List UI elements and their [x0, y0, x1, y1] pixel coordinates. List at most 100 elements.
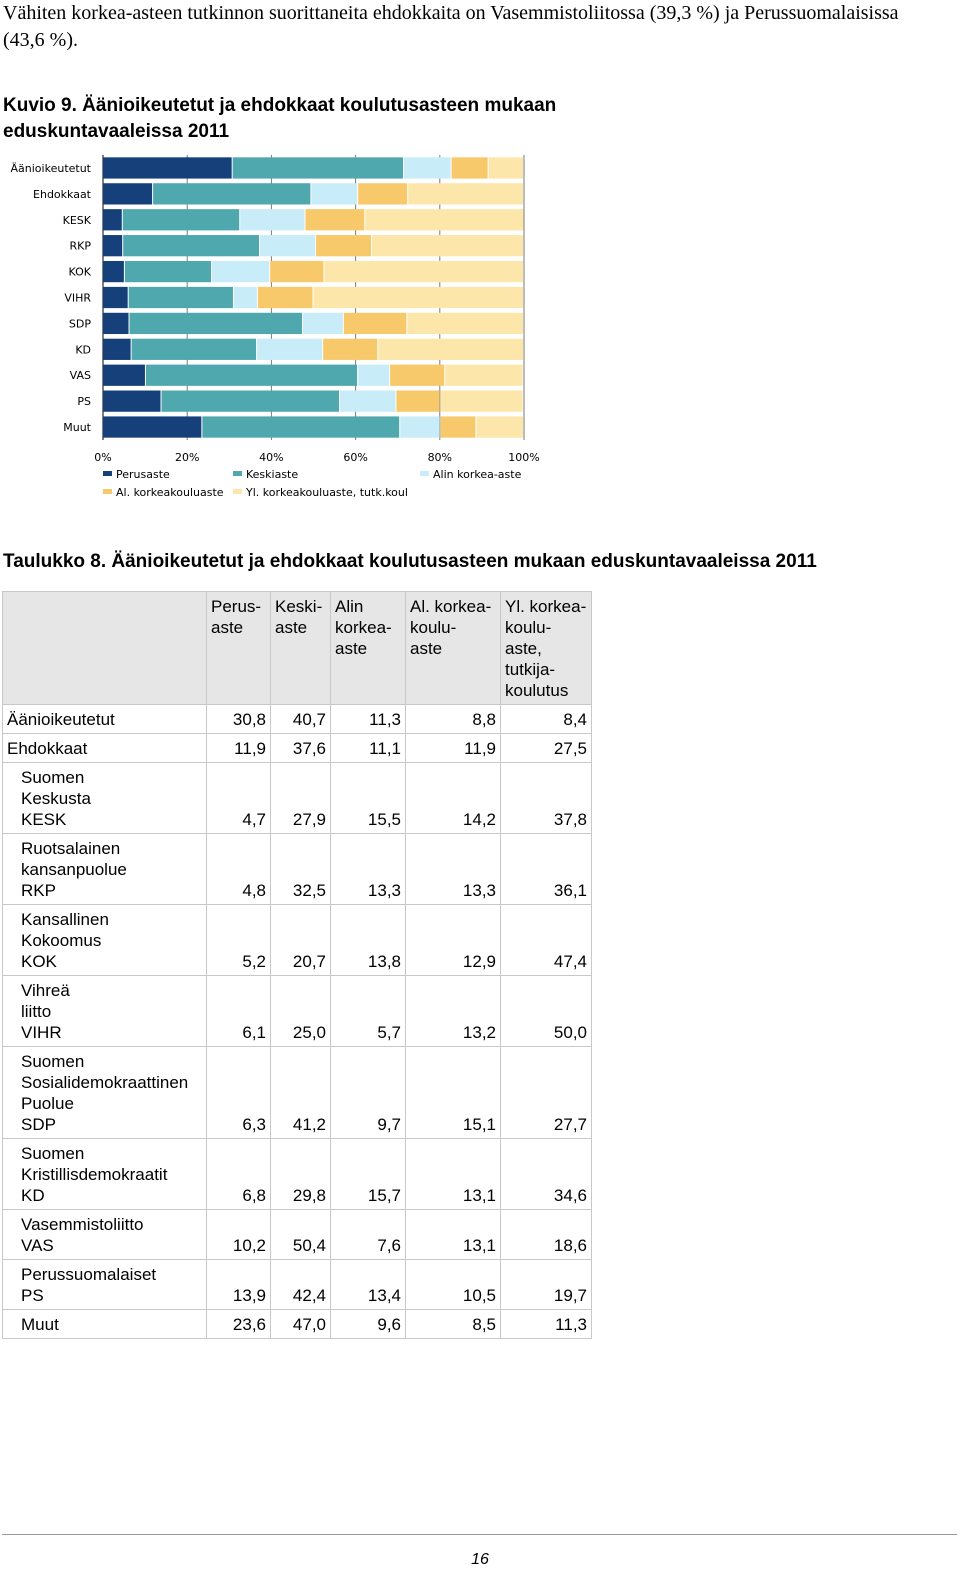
- table-cell: 25,0: [270, 975, 331, 1047]
- table-row: Vihreä liitto VIHR 6,1 25,0 5,7 13,2 50,0: [2, 975, 592, 1047]
- bar-segment: [404, 157, 451, 179]
- row-label-line: RKP: [21, 881, 56, 900]
- bar-segment: [123, 235, 260, 257]
- table-row: Ruotsalainen kansanpuolue RKP 4,8 32,5 13,3 13…: [2, 833, 592, 905]
- category-label: Äänioikeutetut: [11, 162, 92, 175]
- table-cell: 40,7: [270, 704, 331, 734]
- column-header-line: koulu-: [410, 618, 457, 637]
- bar-segment: [396, 390, 440, 412]
- table-title: Taulukko 8. Äänioikeutetut ja ehdokkaat …: [3, 551, 817, 572]
- row-label-line: Vihreä: [21, 981, 70, 1000]
- bar-segment: [103, 286, 128, 309]
- figure-title: Kuvio 9. Äänioikeutetut ja ehdokkaat kou…: [3, 95, 557, 142]
- table-cell: 36,1: [500, 833, 592, 905]
- row-label-line: Suomen: [21, 768, 85, 787]
- category-label: KOK: [69, 266, 92, 279]
- legend-label: Perusaste: [116, 468, 170, 481]
- table-cell: 8,5: [405, 1309, 501, 1339]
- table-cell: 50,4: [270, 1209, 331, 1260]
- bar-segment: [358, 183, 408, 205]
- row-label: Äänioikeutetut: [2, 704, 207, 734]
- table-body: Äänioikeutetut 30,8 40,7 11,3 8,8 8,4 Ehdokkaa…: [2, 704, 592, 1339]
- column-header-line: koulutus: [505, 681, 569, 700]
- table-cell: 8,8: [405, 704, 501, 734]
- row-label-line: KD: [21, 1186, 45, 1205]
- table-cell: 10,2: [206, 1209, 271, 1260]
- table-cell: 11,3: [330, 704, 406, 734]
- table-row: Perussuomalaiset PS 13,9 42,4 13,4 10,5 19,7: [2, 1259, 592, 1310]
- category-label: Muut: [63, 421, 91, 434]
- category-label: KESK: [63, 214, 92, 227]
- table-row: Muut 23,6 47,0 9,6 8,5 11,3: [2, 1309, 592, 1339]
- table-cell: 5,2: [206, 904, 271, 976]
- bar-segment: [305, 209, 365, 231]
- row-label: Suomen Keskusta KESK: [2, 762, 207, 834]
- table-cell: 6,8: [206, 1138, 271, 1210]
- category-label: SDP: [69, 317, 91, 330]
- bar-segment: [103, 338, 131, 360]
- page-number: 16: [471, 1551, 489, 1568]
- row-label: Suomen Kristillisdemokraatit KD: [2, 1138, 207, 1210]
- bar-segment: [358, 364, 390, 386]
- row-label: Perussuomalaiset PS: [2, 1259, 207, 1310]
- table-cell: 13,2: [405, 975, 501, 1047]
- table-cell: 4,8: [206, 833, 271, 905]
- column-header: Al. korkea-koulu-aste: [405, 591, 501, 705]
- table-row: Ehdokkaat 11,9 37,6 11,1 11,9 27,5: [2, 733, 592, 763]
- column-header-line: korkea-: [335, 618, 392, 637]
- table-cell: 37,6: [270, 733, 331, 763]
- column-header-line: koulu-: [505, 618, 552, 637]
- table-cell: 6,1: [206, 975, 271, 1047]
- column-header: Yl. korkea-koulu-aste, tutkija-koulutus: [500, 591, 592, 705]
- row-label-line: Ehdokkaat: [7, 739, 88, 758]
- bar-segment: [103, 390, 161, 412]
- table-cell: 23,6: [206, 1309, 271, 1339]
- intro-paragraph: Vähiten korkea-asteen tutkinnon suoritta…: [3, 2, 899, 51]
- table-cell: 13,3: [405, 833, 501, 905]
- bar-segment: [103, 260, 124, 283]
- table-cell: 20,7: [270, 904, 331, 976]
- table-cell: 7,6: [330, 1209, 406, 1260]
- row-label: Muut: [2, 1309, 207, 1339]
- table-header-row: Perus-aste Keski-aste Alin korkea-aste Al. k…: [2, 591, 592, 705]
- bar-segment: [323, 338, 378, 360]
- row-label-line: Kokoomus: [21, 931, 102, 950]
- category-label: PS: [77, 395, 91, 408]
- bar-segment: [365, 209, 524, 231]
- row-label: Vasemmistoliitto VAS: [2, 1209, 207, 1260]
- row-label-line: VAS: [21, 1236, 54, 1255]
- bar-segment: [260, 235, 316, 257]
- table-cell: 32,5: [270, 833, 331, 905]
- table-cell: 11,3: [500, 1309, 592, 1339]
- row-label-line: SDP: [21, 1115, 56, 1134]
- table-cell: 18,6: [500, 1209, 592, 1260]
- row-label: Ruotsalainen kansanpuolue RKP: [2, 833, 207, 905]
- x-tick-label: 80%: [428, 451, 452, 464]
- row-label-line: Keskusta: [21, 789, 91, 808]
- table-cell: 27,9: [270, 762, 331, 834]
- bar-segment: [103, 416, 202, 438]
- x-tick-label: 40%: [259, 451, 283, 464]
- x-tick-label: 100%: [508, 451, 539, 464]
- table-cell: 42,4: [270, 1259, 331, 1310]
- bar-segment: [408, 183, 523, 205]
- bar-segment: [103, 235, 123, 257]
- table-cell: 27,7: [500, 1046, 592, 1139]
- bar-segment: [440, 416, 476, 438]
- bar-segment: [128, 286, 233, 309]
- row-label-line: Perussuomalaiset: [21, 1265, 157, 1284]
- legend-label: Alin korkea-aste: [433, 468, 522, 481]
- table-cell: 5,7: [330, 975, 406, 1047]
- table-cell: 37,8: [500, 762, 592, 834]
- column-header: Alin korkea-aste: [330, 591, 406, 705]
- table-cell: 29,8: [270, 1138, 331, 1210]
- table-cell: 13,1: [405, 1209, 501, 1260]
- bar-segment: [161, 390, 340, 412]
- table-cell: 11,1: [330, 733, 406, 763]
- x-tick-label: 0%: [94, 451, 111, 464]
- legend-swatch: [233, 471, 242, 476]
- row-label-line: PS: [21, 1286, 44, 1305]
- bar-segment: [232, 157, 404, 179]
- row-label-line: Suomen: [21, 1052, 85, 1071]
- category-label: Ehdokkaat: [33, 188, 92, 201]
